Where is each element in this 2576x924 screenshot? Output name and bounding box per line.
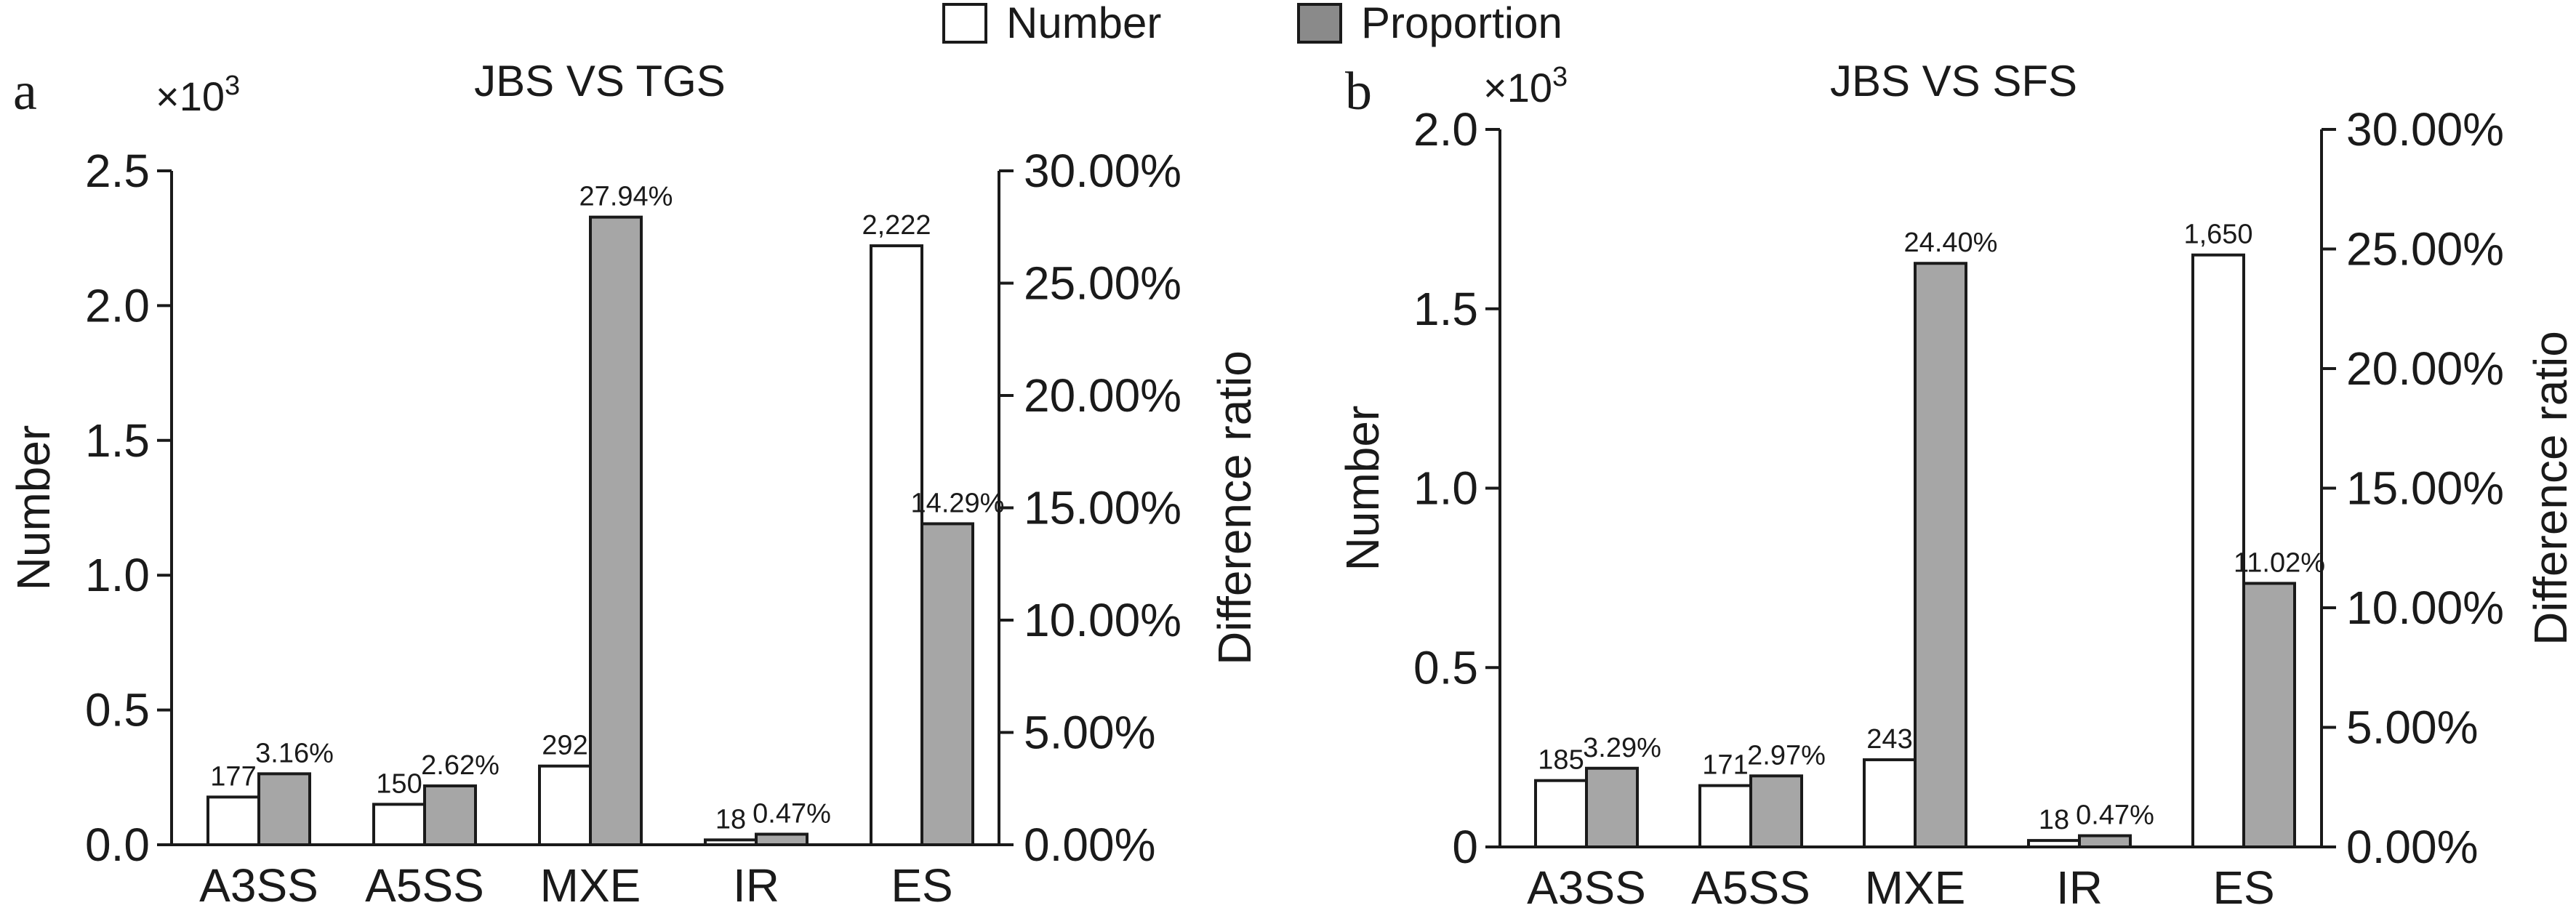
left-tick-label: 2.0 (1413, 103, 1478, 156)
x-tick-label: A3SS (199, 859, 318, 912)
left-tick-label: 1.5 (85, 414, 150, 467)
left-tick-label: 0.5 (1413, 641, 1478, 694)
left-tick-label: 0.0 (85, 819, 150, 871)
number-bar-label: 243 (1866, 724, 1912, 755)
left-tick-label: 0 (1452, 821, 1478, 873)
proportion-bar-label: 3.29% (1583, 733, 1661, 763)
panel-label: a (13, 62, 37, 121)
x-tick-label: ES (2212, 861, 2274, 914)
x-tick-label: A5SS (1691, 861, 1810, 914)
x-tick-label: MXE (1865, 861, 1966, 914)
number-bar-label: 171 (1702, 750, 1748, 781)
proportion-bar-label: 0.47% (2076, 800, 2154, 831)
panel-label: b (1345, 62, 1372, 121)
number-bar-label: 185 (1538, 745, 1584, 776)
proportion-bar-label: 24.40% (1904, 228, 1998, 258)
number-bar (372, 803, 426, 847)
axis-multiplier-base: ×10 (156, 73, 225, 119)
x-tick-label: ES (891, 859, 952, 912)
proportion-bar (1749, 774, 1803, 848)
axis-multiplier-exponent: 3 (1552, 62, 1568, 92)
left-axis-title: Number (1336, 406, 1389, 571)
number-bar (2027, 839, 2081, 848)
proportion-bar-label: 0.47% (753, 798, 831, 829)
number-bar (1534, 779, 1588, 849)
left-tick-label: 1.0 (85, 549, 150, 601)
axis-multiplier-base: ×10 (1483, 65, 1552, 111)
number-bar (538, 764, 592, 847)
proportion-bar (2078, 834, 2132, 848)
right-tick-label: 0.00% (1024, 819, 1155, 871)
proportion-bar-label: 2.62% (421, 750, 499, 781)
number-bar (1863, 758, 1917, 848)
right-tick-label: 5.00% (2346, 702, 2478, 754)
proportion-bar (1914, 262, 1967, 848)
left-axis-title: Number (7, 425, 60, 591)
number-bar-label: 18 (2039, 805, 2069, 835)
right-axis-title: Difference ratio (2524, 331, 2576, 646)
legend: Number Proportion (942, 0, 1562, 47)
chart-title: JBS VS SFS (1830, 57, 2077, 105)
proportion-bar-label: 27.94% (579, 182, 673, 212)
proportion-bar-label: 2.97% (1747, 740, 1826, 771)
proportion-bar (589, 215, 643, 846)
x-tick-label: IR (2056, 861, 2103, 914)
number-bar (1698, 784, 1752, 848)
axis-multiplier: ×103 (156, 71, 240, 119)
proportion-bar-label: 14.29% (911, 488, 1005, 518)
x-tick-label: A5SS (365, 859, 484, 912)
number-bar-label: 18 (715, 804, 746, 835)
left-tick-label: 0.5 (85, 684, 150, 736)
right-tick-label: 15.00% (2346, 462, 2504, 515)
legend-proportion-label: Proportion (1361, 0, 1562, 47)
right-tick-label: 5.00% (1024, 707, 1155, 759)
proportion-bar-label: 11.02% (2234, 547, 2325, 578)
legend-number-swatch (942, 3, 987, 44)
left-tick-label: 2.0 (85, 279, 150, 332)
number-bar-label: 150 (376, 768, 422, 799)
legend-proportion-swatch (1297, 3, 1342, 44)
number-bar (704, 838, 758, 846)
right-tick-label: 10.00% (1024, 594, 1181, 646)
right-tick-label: 25.00% (1024, 257, 1181, 310)
right-tick-label: 0.00% (2346, 821, 2478, 873)
right-tick-label: 20.00% (2346, 342, 2504, 395)
proportion-bar (257, 772, 311, 846)
axis-multiplier: ×103 (1483, 62, 1568, 111)
proportion-bar (920, 522, 974, 847)
proportion-bar-label: 3.16% (255, 738, 334, 768)
right-tick-label: 30.00% (2346, 103, 2504, 156)
right-axis-title: Difference ratio (1208, 350, 1261, 665)
proportion-bar (755, 832, 808, 847)
proportion-bar (2242, 582, 2296, 849)
chart-title: JBS VS TGS (474, 57, 726, 105)
number-bar-label: 2,222 (862, 210, 931, 241)
legend-number-label: Number (1006, 0, 1161, 47)
x-tick-label: A3SS (1527, 861, 1646, 914)
number-bar (2191, 253, 2245, 849)
x-tick-label: IR (733, 859, 779, 912)
panel-b-chart: b JBS VS SFS ×103 0 0.5 1.0 1.5 2.0 0.00% 5.00% 10… (1336, 57, 2576, 914)
left-tick-label: 2.5 (85, 145, 150, 197)
number-bar (870, 244, 923, 846)
x-tick-label: MXE (540, 859, 641, 912)
right-tick-label: 25.00% (2346, 223, 2504, 276)
number-bar (206, 795, 260, 847)
panel-a-chart: a JBS VS TGS ×103 0.0 0.5 1.0 1.5 2.0 2.5 0.00% 5.… (7, 57, 1261, 912)
right-tick-label: 20.00% (1024, 369, 1181, 422)
left-tick-label: 1.0 (1413, 462, 1478, 515)
right-tick-label: 30.00% (1024, 145, 1181, 197)
number-bar-label: 1,650 (2183, 220, 2252, 250)
number-bar-label: 177 (210, 761, 256, 792)
left-tick-label: 1.5 (1413, 283, 1478, 335)
proportion-bar (423, 784, 477, 846)
proportion-bar (1585, 766, 1639, 849)
axis-multiplier-exponent: 3 (225, 71, 240, 101)
right-tick-label: 15.00% (1024, 482, 1181, 534)
number-bar-label: 292 (542, 731, 587, 761)
right-tick-label: 10.00% (2346, 582, 2504, 634)
